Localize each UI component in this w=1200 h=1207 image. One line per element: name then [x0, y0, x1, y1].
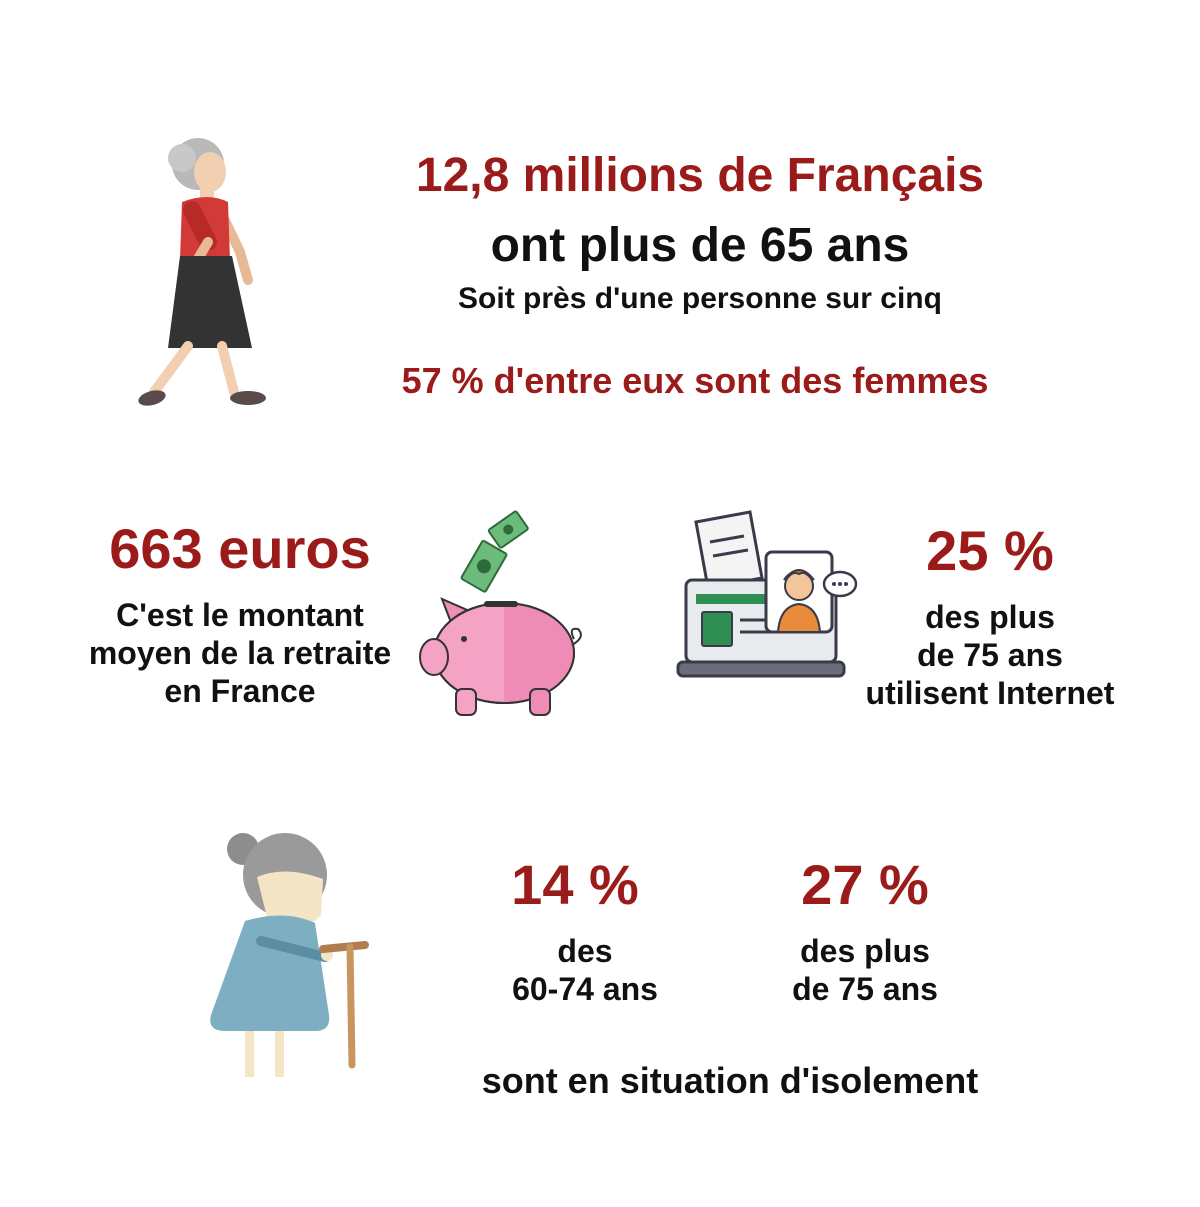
isolation-75-plus-value: 27 % [801, 853, 929, 916]
headline-ratio: Soit près d'une personne sur cinq [458, 282, 942, 315]
internet-value: 25 % [926, 519, 1054, 582]
elderly-woman-with-cane-icon [210, 833, 369, 1077]
women-share: 57 % d'entre eux sont des femmes [401, 360, 989, 401]
headline-age: ont plus de 65 ans [490, 219, 910, 272]
internet-description: des plus de 75 ans utilisent Internet [830, 598, 1150, 712]
isolation-75-plus-description: des plus de 75 ans [750, 932, 980, 1008]
banknote-icon [460, 510, 529, 593]
isolation-60-74-description: des 60-74 ans [470, 932, 700, 1008]
pension-value: 663 euros [109, 517, 371, 580]
isolation-60-74-value: 14 % [511, 853, 639, 916]
internet-desc-line: des plus [925, 599, 1055, 635]
isolation-desc-line: des plus [800, 933, 930, 969]
internet-desc-line: utilisent Internet [865, 675, 1115, 711]
pension-desc-line: en France [164, 673, 316, 709]
pension-desc-line: moyen de la retraite [88, 635, 392, 671]
piggy-bank-icon [419, 597, 582, 716]
isolation-desc-line: de 75 ans [792, 971, 938, 1007]
headline-count: 12,8 millions de Français [415, 149, 985, 202]
internet-desc-line: de 75 ans [917, 637, 1063, 673]
walking-woman-icon [138, 138, 266, 406]
isolation-caption: sont en situation d'isolement [481, 1060, 979, 1101]
pension-desc-line: C'est le montant [116, 597, 364, 633]
pension-description: C'est le montant moyen de la retraite en… [40, 596, 440, 710]
laptop-video-call-icon [676, 510, 858, 678]
isolation-desc-line: 60-74 ans [512, 971, 658, 1007]
isolation-desc-line: des [557, 933, 613, 969]
